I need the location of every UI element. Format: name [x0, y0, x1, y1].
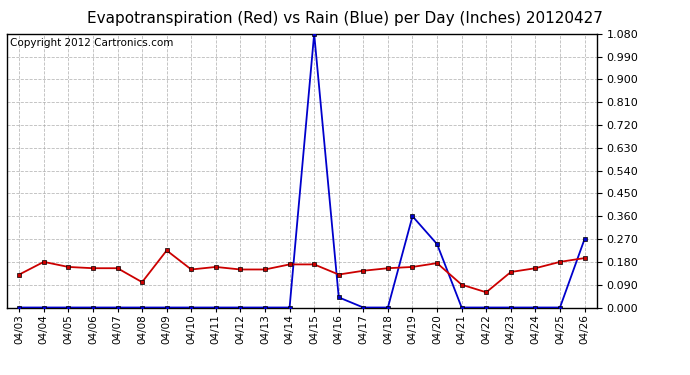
- Text: Evapotranspiration (Red) vs Rain (Blue) per Day (Inches) 20120427: Evapotranspiration (Red) vs Rain (Blue) …: [87, 11, 603, 26]
- Text: Copyright 2012 Cartronics.com: Copyright 2012 Cartronics.com: [10, 38, 173, 48]
